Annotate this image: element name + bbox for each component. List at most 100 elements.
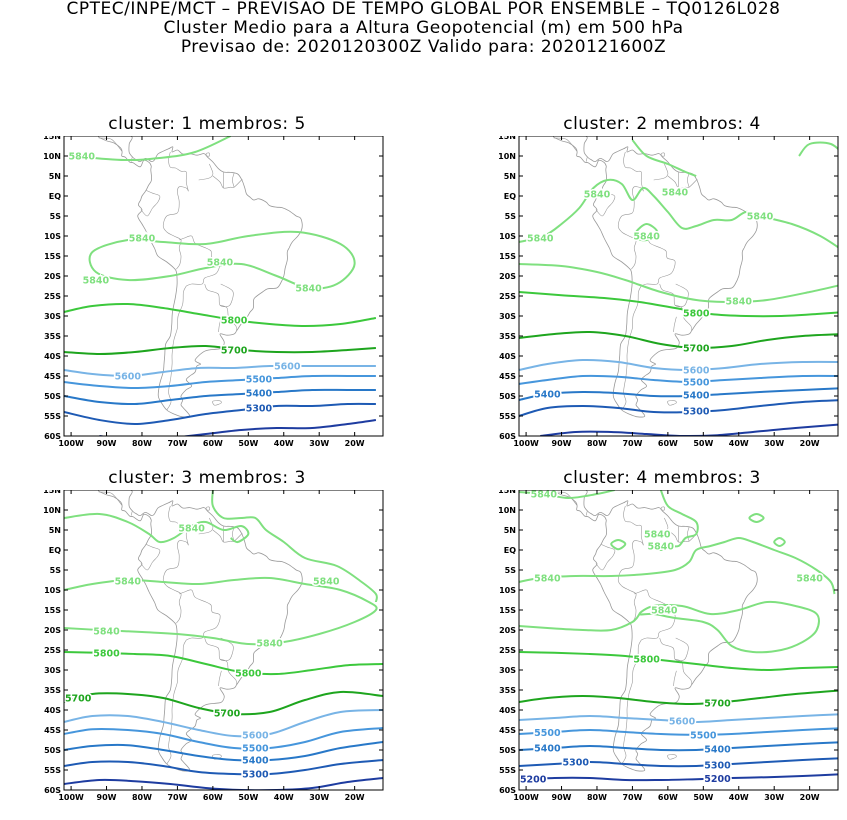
cluster-panel-2: cluster: 2 membros: 4 5840 5840 5840 5840 58… [482,114,842,448]
lat-tick-label: 25S [44,646,61,655]
contour-line-5840 [519,537,836,595]
contour-label: 5840 [584,190,611,201]
lat-tick-label: 40S [499,352,516,361]
geopotential-map-1: 5840584058405840584058005700560056005500… [43,136,384,448]
lat-tick-label: 5N [504,526,516,535]
contour-label: 5840 [796,574,823,585]
contour-label: 5500 [683,378,710,389]
contour-line-5300 [519,757,838,768]
contour-line-5400 [64,388,376,406]
country-border [586,511,588,516]
contour-line-5500 [64,374,376,389]
geography-layer [553,136,758,418]
lat-tick-label: 55S [499,766,516,775]
lon-tick-label: 20W [800,439,820,448]
contour-label: 5700 [65,694,92,705]
country-border [232,173,235,188]
lat-tick-label: 5N [49,172,61,181]
country-border [667,175,698,189]
contour-label: 5400 [242,756,269,767]
contour-label: 5600 [242,731,269,742]
country-border [634,235,676,287]
lat-tick-label: 10N [498,506,516,515]
panel-title: cluster: 3 membros: 3 [108,468,306,488]
country-border [212,175,243,189]
lon-tick-label: 100W [513,439,539,448]
lat-tick-label: 15N [43,136,61,141]
country-border [659,637,689,662]
contour-label: 5300 [683,407,710,418]
contour-line-5840 [64,512,250,544]
country-border [168,151,189,192]
country-border [673,670,677,687]
contour-label: 5600 [274,362,301,373]
lat-tick-label: 50S [44,392,61,401]
lon-tick-label: 20W [800,793,820,802]
lat-tick-label: 15S [499,252,516,261]
contour-label: 5300 [246,404,273,415]
lat-tick-label: EQ [49,546,61,555]
island-outline [212,400,222,406]
lat-tick-label: 20S [499,272,516,281]
lat-tick-label: 20S [44,626,61,635]
country-border [595,190,616,217]
contour-line-5840 [638,600,820,654]
contour-line-5200 [540,423,838,436]
lat-tick-label: 10S [499,586,516,595]
lon-tick-label: 70W [167,439,187,448]
country-border [198,517,214,535]
country-border [98,491,123,506]
geography-layer [98,490,303,772]
header-line-1: CPTEC/INPE/MCT – PREVISAO DE TEMPO GLOBA… [66,0,781,19]
lat-tick-label: 35S [499,332,516,341]
contour-line-5840 [519,490,615,499]
lon-tick-label: 80W [587,439,607,448]
contour-line-5300 [519,399,838,417]
country-border [131,511,133,516]
lon-tick-label: 80W [132,793,152,802]
contour-label: 5840 [531,490,558,501]
contour-label: 5400 [704,744,731,755]
panel-title: cluster: 2 membros: 4 [563,114,761,134]
contour-label: 5400 [534,744,561,755]
geography-layer [553,490,758,772]
island-outline [205,506,210,511]
country-border [179,235,221,287]
map-frame [518,136,839,437]
lat-tick-label: 30S [44,666,61,675]
lon-tick-label: 30W [309,793,329,802]
lat-tick-label: 45S [44,372,61,381]
contour-label: 5840 [115,577,142,588]
contour-label: 5840 [295,284,322,295]
contour-label: 5800 [93,649,120,660]
lat-tick-label: 50S [44,746,61,755]
country-border [204,637,234,662]
lon-tick-label: 60W [203,793,223,802]
lon-tick-label: 40W [274,439,294,448]
contour-line-5840 [519,178,838,249]
country-border [617,540,644,624]
country-border [687,527,690,542]
contour-label: 5400 [246,388,273,399]
lat-tick-label: 10S [44,232,61,241]
contour-line-5840 [653,490,699,551]
lat-tick-label: 25S [499,292,516,301]
lon-tick-label: 50W [238,793,258,802]
country-border [687,173,690,188]
lat-tick-label: 60S [499,432,516,441]
header-line-2: Cluster Medio para a Altura Geopotencial… [163,18,684,38]
lon-tick-label: 20W [345,793,365,802]
lat-tick-label: 10S [44,586,61,595]
lon-tick-label: 20W [345,439,365,448]
contour-line-5400 [64,741,383,762]
lon-tick-label: 40W [729,793,749,802]
contour-label: 5800 [633,654,660,665]
island-outline [205,152,210,157]
lat-tick-label: 5N [49,526,61,535]
lon-tick-label: 80W [132,439,152,448]
cluster-panel-1: cluster: 1 membros: 5 5840 5840 5840 5840 58… [27,114,387,448]
contour-line-5500 [519,727,838,736]
country-border [673,316,677,333]
panel-title: cluster: 4 membros: 3 [563,468,761,488]
